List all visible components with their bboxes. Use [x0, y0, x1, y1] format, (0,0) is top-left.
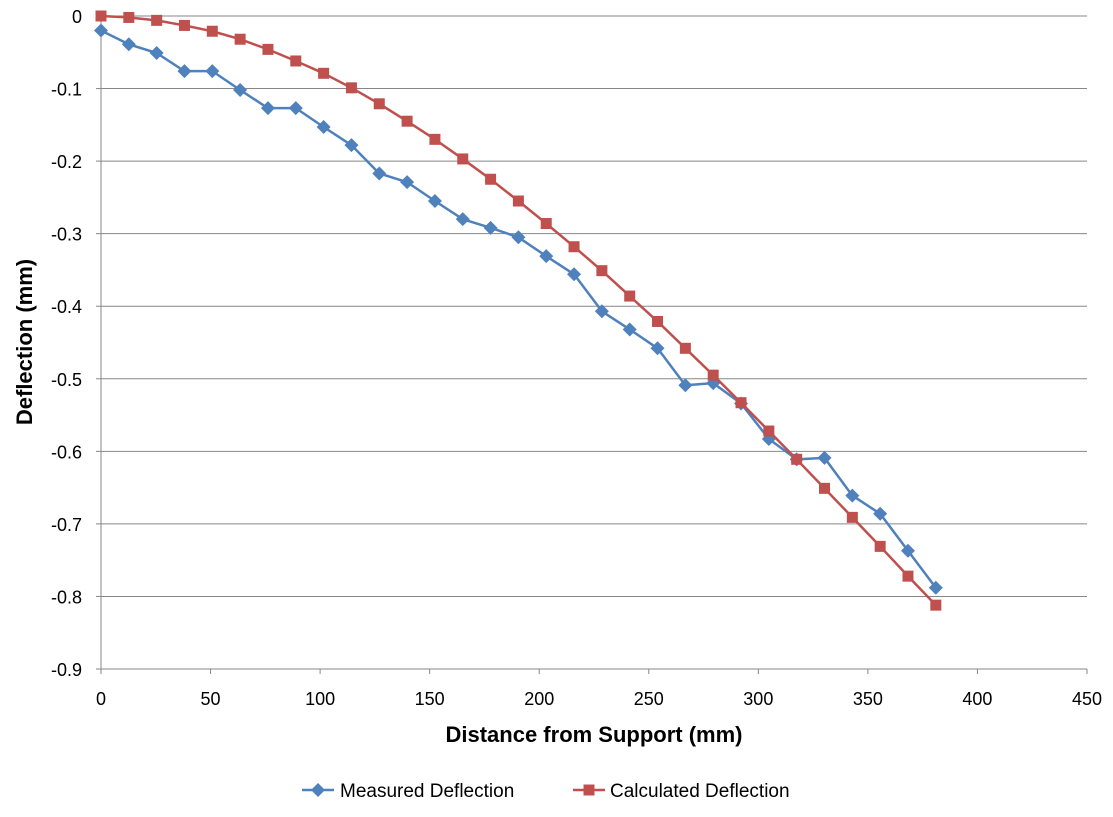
data-point-measured	[622, 322, 637, 337]
legend-marker-calculated	[583, 784, 595, 796]
legend: Measured Deflection Calculated Deflection	[302, 781, 790, 802]
data-point-measured	[900, 543, 915, 558]
data-point-measured	[260, 101, 275, 116]
data-point-calculated	[596, 265, 608, 277]
y-tick-label: -0.3	[51, 225, 82, 245]
data-point-measured	[316, 120, 331, 135]
x-tick-label: 450	[1072, 689, 1102, 709]
data-point-measured	[177, 64, 192, 79]
x-tick-label: 50	[201, 689, 221, 709]
data-point-calculated	[791, 453, 803, 465]
data-point-calculated	[540, 218, 552, 230]
data-point-calculated	[763, 425, 775, 437]
series-line-measured	[100, 29, 937, 589]
data-point-measured	[233, 83, 248, 98]
data-point-measured	[205, 64, 220, 79]
axes	[96, 15, 1088, 674]
data-point-calculated	[485, 173, 497, 185]
series-measured	[94, 23, 943, 595]
data-point-measured	[372, 166, 387, 181]
data-point-measured	[817, 450, 832, 465]
x-tick-label: 100	[305, 689, 335, 709]
series-calculated	[95, 10, 942, 611]
y-tick-label: -0.5	[51, 370, 82, 390]
data-point-measured	[845, 488, 860, 503]
data-point-calculated	[846, 511, 858, 523]
data-point-measured	[94, 23, 108, 38]
x-tick-label: 250	[634, 689, 664, 709]
y-tick-label: -0.2	[51, 152, 82, 172]
data-point-calculated	[318, 67, 330, 79]
data-point-calculated	[373, 98, 385, 110]
data-point-calculated	[457, 153, 469, 165]
y-tick-label: -0.4	[51, 297, 82, 317]
y-tick-label: 0	[72, 7, 82, 27]
data-point-calculated	[262, 43, 274, 55]
data-point-calculated	[290, 55, 302, 67]
data-point-measured	[650, 341, 665, 356]
data-point-measured	[539, 249, 554, 264]
data-point-measured	[678, 378, 693, 393]
data-point-measured	[149, 46, 164, 61]
legend-marker-measured	[311, 783, 325, 797]
y-tick-label: -0.6	[51, 442, 82, 462]
x-tick-label: 350	[853, 689, 883, 709]
data-point-measured	[455, 212, 470, 227]
x-axis-title: Distance from Support (mm)	[445, 722, 742, 747]
data-point-calculated	[874, 540, 886, 552]
data-point-calculated	[429, 133, 441, 145]
x-tick-label: 400	[962, 689, 992, 709]
data-point-calculated	[151, 14, 163, 26]
data-point-calculated	[345, 82, 357, 94]
data-point-calculated	[902, 570, 914, 582]
x-tick-label: 300	[743, 689, 773, 709]
data-point-calculated	[123, 11, 135, 23]
data-point-calculated	[178, 19, 190, 31]
legend-item-measured: Measured Deflection	[302, 781, 514, 802]
data-point-calculated	[512, 195, 524, 207]
data-point-measured	[400, 175, 415, 190]
data-point-calculated	[568, 241, 580, 253]
data-point-measured	[288, 101, 303, 116]
legend-label-calculated: Calculated Deflection	[610, 781, 790, 802]
data-point-calculated	[679, 342, 691, 354]
data-point-measured	[928, 580, 943, 595]
data-point-measured	[511, 230, 526, 245]
data-point-measured	[594, 304, 609, 319]
x-tick-label: 0	[96, 689, 106, 709]
y-tick-label: -0.1	[51, 80, 82, 100]
y-tick-label: -0.9	[51, 660, 82, 680]
legend-item-calculated: Calculated Deflection	[573, 781, 790, 802]
y-tick-label: -0.8	[51, 587, 82, 607]
y-tick-label: -0.7	[51, 515, 82, 535]
data-point-calculated	[206, 25, 218, 37]
data-point-calculated	[819, 482, 831, 494]
series	[94, 10, 943, 611]
data-point-calculated	[624, 290, 636, 302]
series-line-calculated	[100, 14, 937, 607]
data-point-measured	[121, 37, 136, 52]
gridlines	[101, 15, 1087, 597]
data-point-measured	[344, 138, 359, 153]
x-tick-label: 200	[524, 689, 554, 709]
data-point-measured	[483, 220, 498, 235]
data-point-calculated	[652, 315, 664, 327]
data-point-calculated	[95, 10, 107, 22]
tick-labels: 0 -0.1 -0.2 -0.3 -0.4 -0.5 -0.6 -0.7 -0.8 -0.9 0 50…	[51, 7, 1102, 709]
data-point-measured	[567, 267, 582, 282]
data-point-calculated	[735, 397, 747, 409]
x-tick-label: 150	[415, 689, 445, 709]
y-axis-title: Deflection (mm)	[12, 259, 37, 425]
data-point-calculated	[930, 599, 942, 611]
data-point-measured	[427, 194, 442, 209]
data-point-measured	[873, 506, 888, 521]
data-point-calculated	[234, 33, 246, 45]
data-point-calculated	[707, 369, 719, 381]
legend-label-measured: Measured Deflection	[340, 781, 514, 802]
data-point-calculated	[401, 115, 413, 127]
